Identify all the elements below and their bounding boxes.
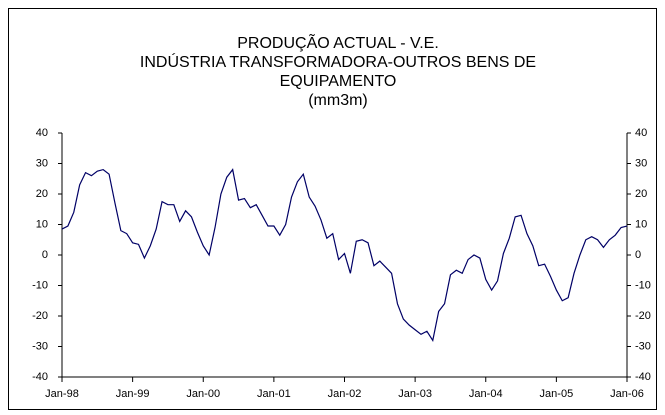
chart-title: (mm3m) bbox=[308, 92, 368, 109]
y-tick-label: -10 bbox=[32, 279, 48, 291]
x-tick-label: Jan-01 bbox=[257, 388, 291, 400]
y-tick-label: 30 bbox=[635, 157, 647, 169]
data-line bbox=[61, 168, 628, 342]
y-tick-label: -30 bbox=[635, 340, 651, 352]
y-tick-label: -20 bbox=[32, 310, 48, 322]
x-tick-label: Jan-06 bbox=[610, 388, 644, 400]
y-tick-label: 10 bbox=[635, 218, 647, 230]
chart-title: PRODUÇÃO ACTUAL - V.E. bbox=[237, 32, 439, 52]
x-tick-label: Jan-04 bbox=[469, 388, 503, 400]
y-tick-label: -30 bbox=[32, 340, 48, 352]
x-tick-label: Jan-98 bbox=[45, 388, 79, 400]
y-tick-label: 0 bbox=[635, 249, 641, 261]
x-tick-label: Jan-99 bbox=[116, 388, 150, 400]
chart-title: EQUIPAMENTO bbox=[280, 73, 397, 90]
x-tick-label: Jan-05 bbox=[540, 388, 574, 400]
y-tick-label: -40 bbox=[32, 371, 48, 383]
x-tick-label: Jan-03 bbox=[398, 388, 432, 400]
y-tick-label: 40 bbox=[635, 127, 647, 139]
y-tick-label: 20 bbox=[635, 188, 647, 200]
y-tick-label: 10 bbox=[36, 218, 48, 230]
x-tick-label: Jan-00 bbox=[186, 388, 220, 400]
x-tick-label: Jan-02 bbox=[328, 388, 362, 400]
y-tick-label: -40 bbox=[635, 371, 651, 383]
y-tick-label: -10 bbox=[635, 279, 651, 291]
chart-title: INDÚSTRIA TRANSFORMADORA-OUTROS BENS DE bbox=[140, 52, 536, 71]
y-tick-label: -20 bbox=[635, 310, 651, 322]
y-tick-label: 30 bbox=[36, 157, 48, 169]
y-tick-label: 0 bbox=[42, 249, 48, 261]
y-tick-label: 20 bbox=[36, 188, 48, 200]
y-tick-label: 40 bbox=[36, 127, 48, 139]
